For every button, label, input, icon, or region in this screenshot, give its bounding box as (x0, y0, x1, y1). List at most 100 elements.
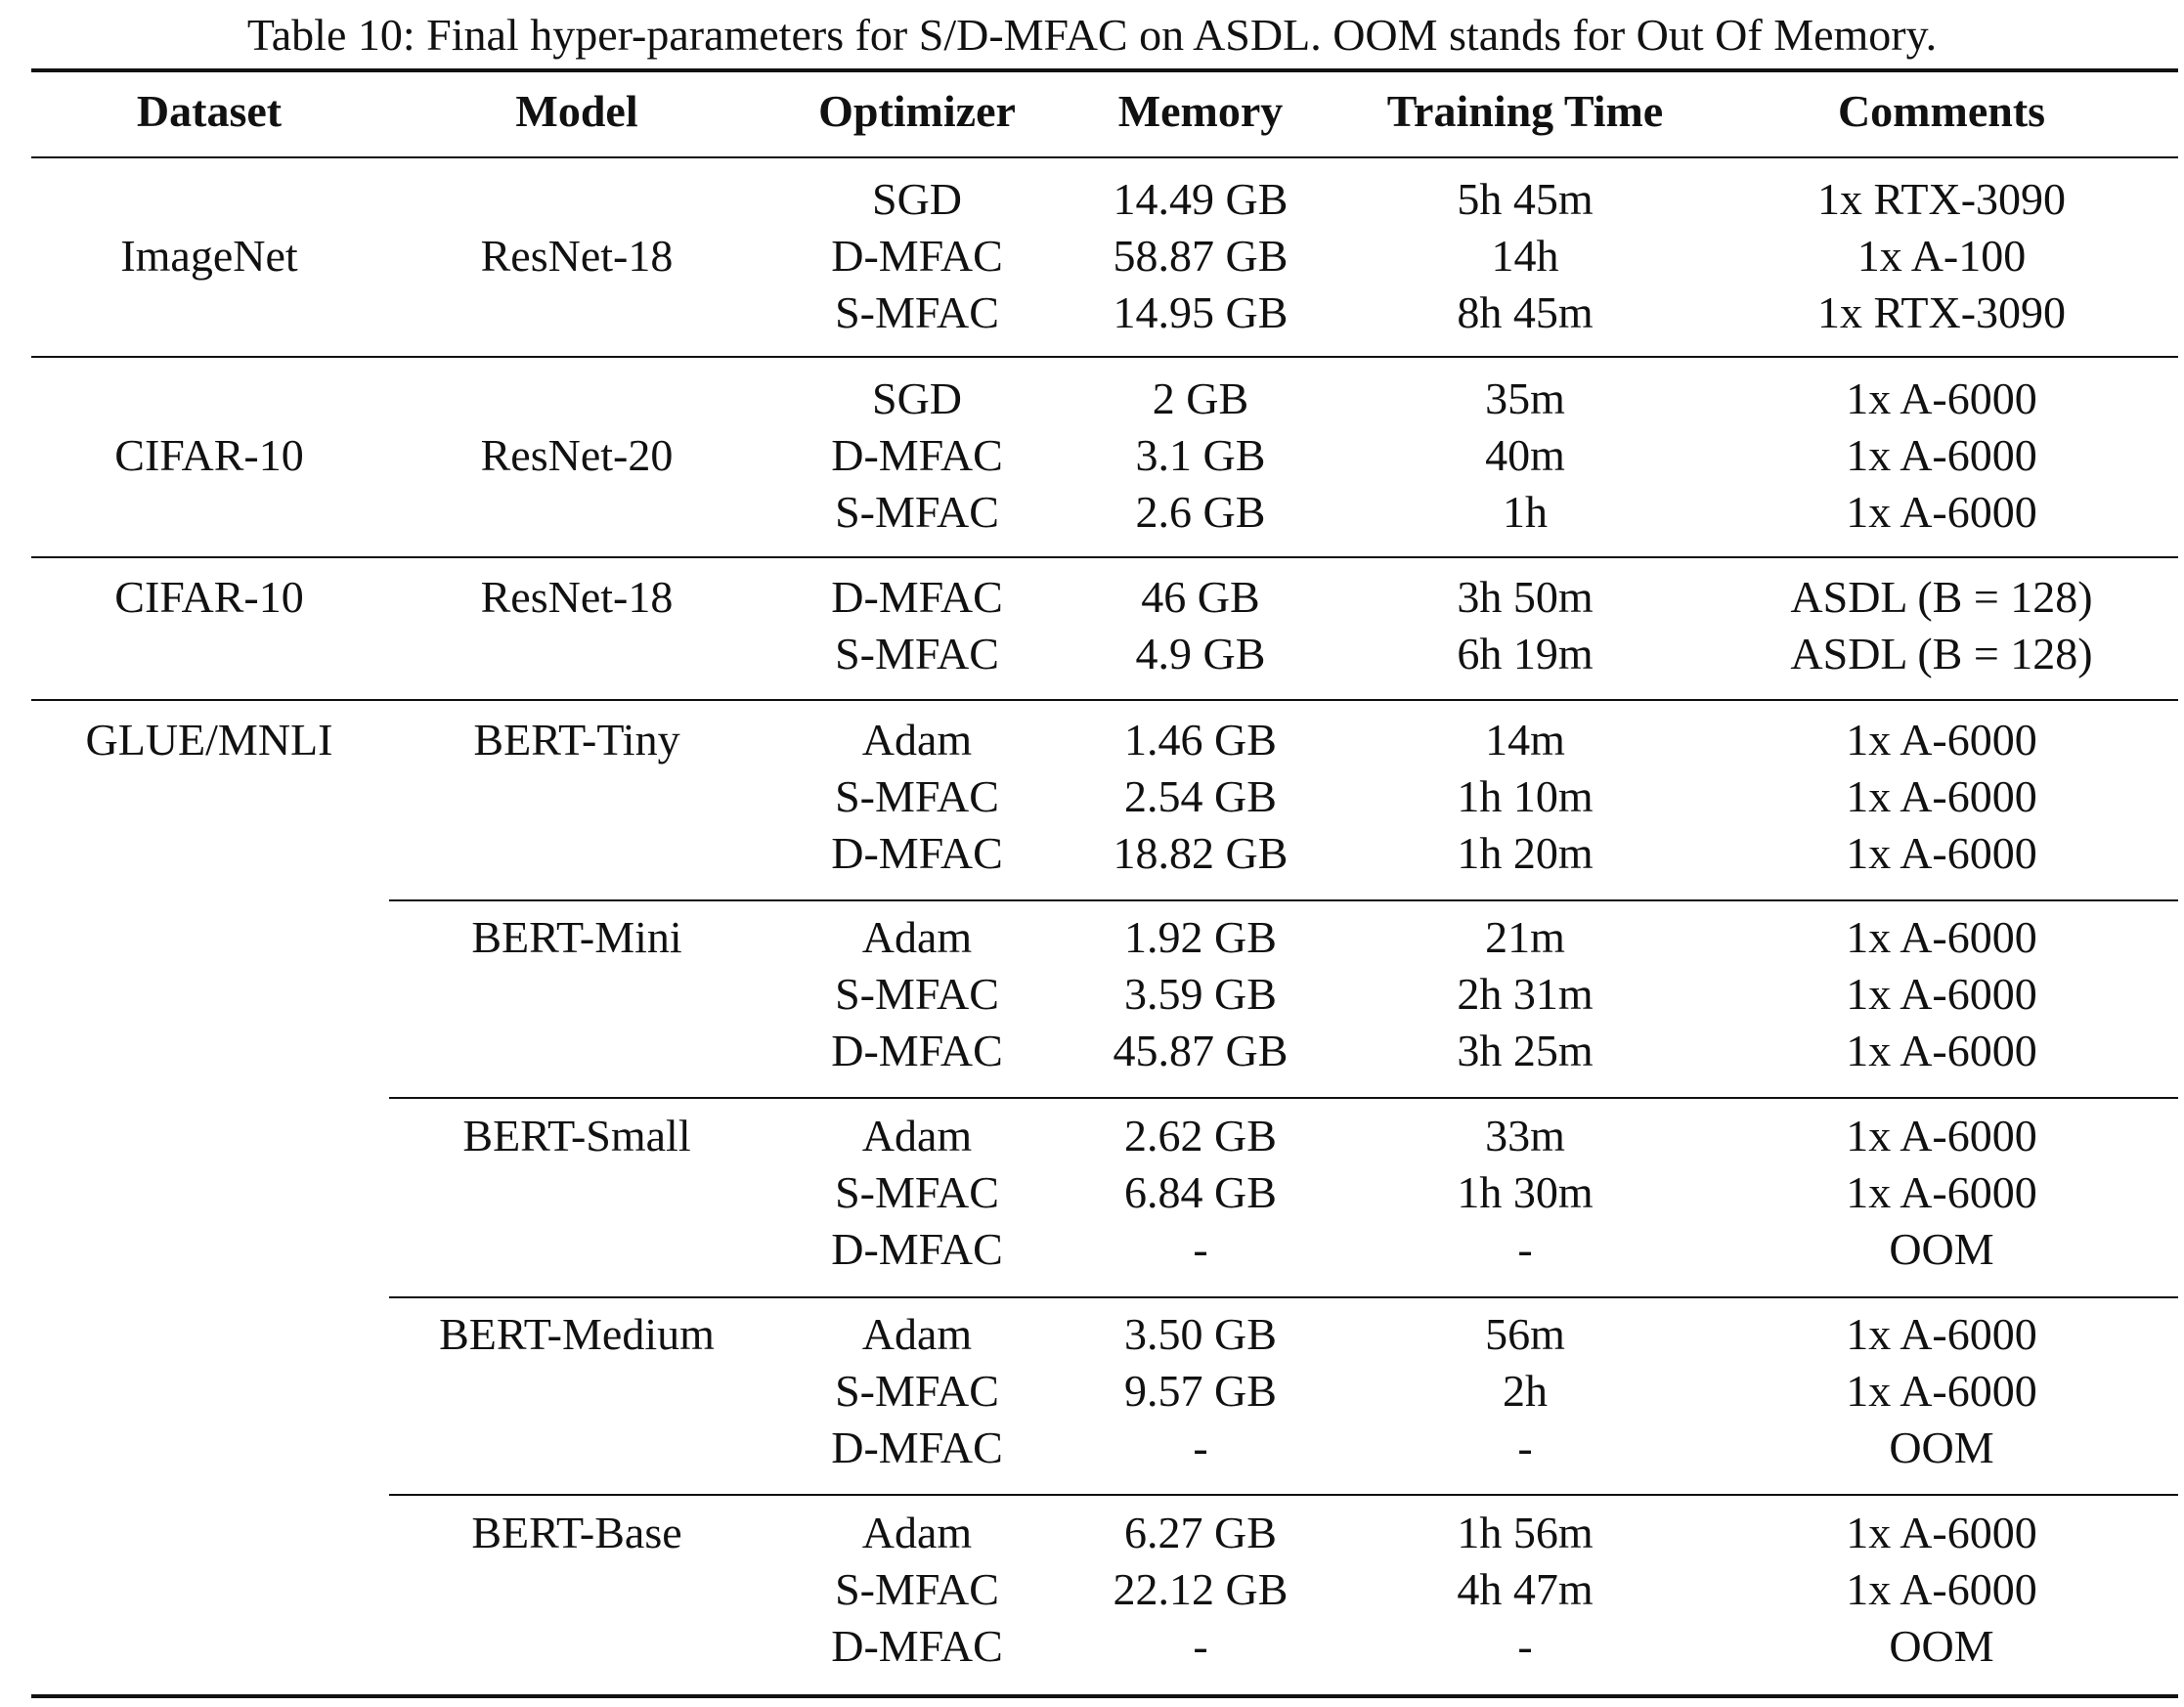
cell-training-time: 8h 45m (1457, 287, 1594, 337)
cell-comments: 1x A-6000 (1846, 1564, 2037, 1614)
cell-memory: 1.46 GB (1124, 715, 1277, 765)
cell-optimizer: D-MFAC (831, 828, 1003, 878)
row-divider (389, 1296, 2178, 1298)
cell-comments: OOM (1889, 1621, 1994, 1671)
table-row: D-MFAC - - OOM (31, 1420, 2178, 1476)
cell-memory: 6.27 GB (1124, 1508, 1277, 1557)
cell-comments: 1x A-6000 (1846, 969, 2037, 1019)
row-divider (31, 556, 2178, 558)
header-optimizer: Optimizer (818, 86, 1016, 136)
cell-comments: 1x A-6000 (1846, 828, 2037, 878)
cell-memory: 14.49 GB (1113, 174, 1289, 224)
cell-training-time: 4h 47m (1457, 1564, 1594, 1614)
cell-training-time: 40m (1485, 430, 1565, 480)
cell-comments: 1x A-6000 (1846, 373, 2037, 423)
cell-model: ResNet-18 (480, 572, 674, 622)
cell-training-time: 21m (1485, 912, 1565, 962)
cell-comments: 1x A-6000 (1846, 1309, 2037, 1359)
cell-training-time: 1h 20m (1457, 828, 1594, 878)
table-row: CIFAR-10 ResNet-20 D-MFAC 3.1 GB 40m 1x A-600… (31, 427, 2178, 484)
table-row: S-MFAC 2.6 GB 1h 1x A-6000 (31, 484, 2178, 541)
table-row: S-MFAC 2.54 GB 1h 10m 1x A-6000 (31, 768, 2178, 825)
cell-memory: 45.87 GB (1113, 1026, 1289, 1075)
cell-optimizer: Adam (861, 912, 973, 962)
cell-comments: 1x A-6000 (1846, 771, 2037, 821)
cell-memory: 22.12 GB (1113, 1564, 1289, 1614)
cell-memory: 9.57 GB (1124, 1366, 1277, 1416)
cell-training-time: 3h 50m (1457, 572, 1594, 622)
cell-memory: 1.92 GB (1124, 912, 1277, 962)
cell-model: ResNet-20 (480, 430, 674, 480)
cell-memory: 6.84 GB (1124, 1167, 1277, 1217)
table-row: GLUE/MNLI BERT-Tiny Adam 1.46 GB 14m 1x A-600… (31, 712, 2178, 768)
cell-comments: 1x A-6000 (1846, 1111, 2037, 1160)
cell-comments: 1x A-6000 (1846, 430, 2037, 480)
header-memory: Memory (1117, 86, 1284, 136)
header-comments: Comments (1837, 86, 2046, 136)
table-row: D-MFAC 18.82 GB 1h 20m 1x A-6000 (31, 825, 2178, 882)
cell-optimizer: S-MFAC (835, 1564, 999, 1614)
cell-memory: - (1193, 1224, 1208, 1274)
row-divider (389, 899, 2178, 901)
header-row: Dataset Model Optimizer Memory Training Time… (31, 83, 2178, 140)
cell-training-time: 6h 19m (1457, 629, 1594, 678)
cell-comments: OOM (1889, 1422, 1994, 1472)
table-row: BERT-Mini Adam 1.92 GB 21m 1x A-6000 (31, 909, 2178, 966)
cell-comments: 1x A-6000 (1846, 487, 2037, 537)
table-row: CIFAR-10 ResNet-18 D-MFAC 46 GB 3h 50m ASDL (… (31, 569, 2178, 626)
cell-memory: 46 GB (1141, 572, 1260, 622)
table-row: S-MFAC 3.59 GB 2h 31m 1x A-6000 (31, 966, 2178, 1023)
cell-memory: - (1193, 1621, 1208, 1671)
cell-training-time: - (1517, 1621, 1533, 1671)
cell-memory: 3.1 GB (1135, 430, 1266, 480)
cell-dataset: ImageNet (120, 231, 298, 281)
cell-training-time: 1h (1503, 487, 1548, 537)
cell-comments: ASDL (B = 128) (1790, 572, 2093, 622)
cell-training-time: 14h (1491, 231, 1559, 281)
table-row: SGD 2 GB 35m 1x A-6000 (31, 371, 2178, 427)
cell-comments: 1x A-6000 (1846, 912, 2037, 962)
table-row: S-MFAC 9.57 GB 2h 1x A-6000 (31, 1363, 2178, 1420)
row-divider (31, 156, 2178, 158)
cell-optimizer: D-MFAC (831, 1621, 1003, 1671)
table-row: ImageNet ResNet-18 D-MFAC 58.87 GB 14h 1x A-1… (31, 228, 2178, 284)
row-divider (31, 356, 2178, 358)
cell-optimizer: Adam (861, 715, 973, 765)
table-row: BERT-Medium Adam 3.50 GB 56m 1x A-6000 (31, 1306, 2178, 1363)
cell-comments: 1x A-100 (1856, 231, 2027, 281)
cell-training-time: 1h 10m (1457, 771, 1594, 821)
table-row: SGD 14.49 GB 5h 45m 1x RTX-3090 (31, 171, 2178, 228)
top-rule (31, 68, 2178, 72)
cell-optimizer: S-MFAC (835, 1167, 999, 1217)
table-row: D-MFAC - - OOM (31, 1618, 2178, 1675)
cell-comments: 1x A-6000 (1846, 1026, 2037, 1075)
cell-training-time: 35m (1485, 373, 1565, 423)
cell-dataset: CIFAR-10 (114, 430, 304, 480)
cell-model: BERT-Tiny (473, 715, 680, 765)
cell-training-time: 1h 30m (1457, 1167, 1594, 1217)
table-row: S-MFAC 4.9 GB 6h 19m ASDL (B = 128) (31, 626, 2178, 682)
cell-comments: 1x RTX-3090 (1816, 287, 2067, 337)
table-row: S-MFAC 22.12 GB 4h 47m 1x A-6000 (31, 1561, 2178, 1618)
cell-optimizer: D-MFAC (831, 572, 1003, 622)
cell-memory: 4.9 GB (1135, 629, 1266, 678)
cell-memory: 18.82 GB (1113, 828, 1289, 878)
cell-comments: 1x RTX-3090 (1816, 174, 2067, 224)
table-row: D-MFAC 45.87 GB 3h 25m 1x A-6000 (31, 1023, 2178, 1079)
cell-memory: 3.59 GB (1124, 969, 1277, 1019)
cell-memory: 2 GB (1152, 373, 1249, 423)
cell-model: ResNet-18 (480, 231, 674, 281)
header-model: Model (515, 86, 638, 136)
cell-training-time: - (1517, 1422, 1533, 1472)
cell-optimizer: Adam (861, 1111, 973, 1160)
table-row: BERT-Base Adam 6.27 GB 1h 56m 1x A-6000 (31, 1505, 2178, 1561)
cell-optimizer: SGD (871, 174, 963, 224)
cell-optimizer: S-MFAC (835, 287, 999, 337)
cell-model: BERT-Mini (471, 912, 682, 962)
cell-training-time: 14m (1485, 715, 1565, 765)
cell-comments: OOM (1889, 1224, 1994, 1274)
cell-training-time: 5h 45m (1457, 174, 1594, 224)
table-row: S-MFAC 14.95 GB 8h 45m 1x RTX-3090 (31, 284, 2178, 341)
row-divider (31, 699, 2178, 701)
cell-optimizer: S-MFAC (835, 771, 999, 821)
